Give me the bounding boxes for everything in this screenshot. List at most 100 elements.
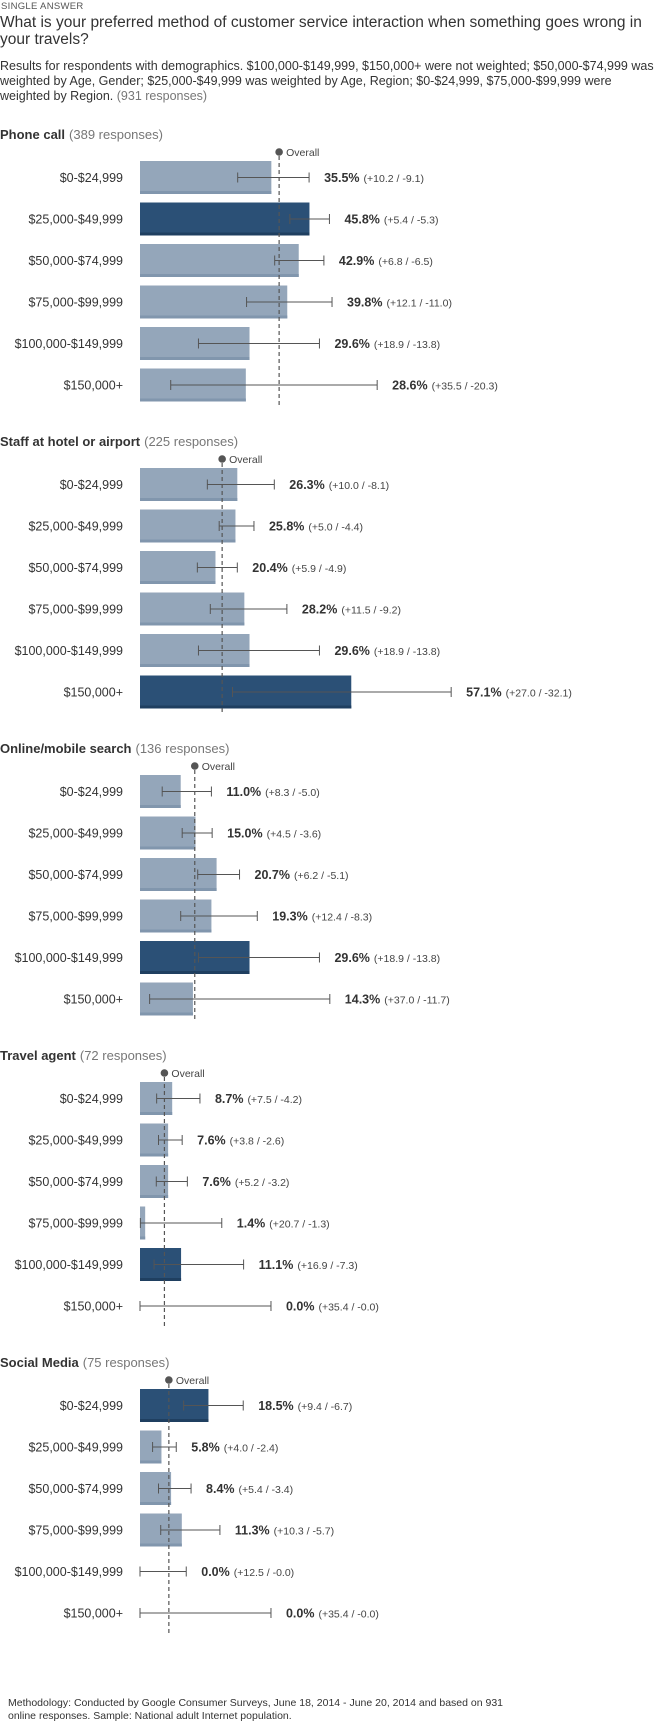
chart-title-text: Social Media <box>0 1355 80 1370</box>
error-text: (+35.4 / -0.0) <box>318 1609 378 1621</box>
category-label: $50,000-$74,999 <box>28 254 123 268</box>
category-label: $150,000+ <box>64 1607 123 1621</box>
chart-title: Online/mobile search (136 responses) <box>0 741 229 756</box>
error-text: (+18.9 / -13.8) <box>374 339 440 351</box>
category-label: $100,000-$149,999 <box>15 644 123 658</box>
value-label: 15.0% (+4.5 / -3.6) <box>227 827 321 841</box>
value-text: 11.0% <box>226 785 261 799</box>
bar-shade <box>140 1012 193 1016</box>
value-text: 42.9% <box>339 254 374 268</box>
chart-title: Phone call (389 responses) <box>0 127 163 142</box>
error-text: (+12.1 / -11.0) <box>386 298 451 310</box>
bar-shade <box>140 398 246 402</box>
value-text: 11.3% <box>235 1524 270 1538</box>
value-label: 18.5% (+9.4 / -6.7) <box>258 1399 352 1413</box>
subtitle-text: Results for respondents with demographic… <box>0 59 654 103</box>
category-label: $100,000-$149,999 <box>15 1565 123 1579</box>
value-label: 8.7% (+7.5 / -4.2) <box>215 1092 302 1106</box>
bar-shade <box>140 274 299 277</box>
bar-shade <box>140 1236 146 1240</box>
category-label: $50,000-$74,999 <box>28 868 123 882</box>
error-text: (+5.4 / -3.4) <box>239 1484 294 1496</box>
error-text: (+4.5 / -3.6) <box>267 829 322 841</box>
value-text: 45.8% <box>344 213 379 227</box>
value-label: 28.6% (+35.5 / -20.3) <box>392 379 498 393</box>
error-text: (+9.4 / -6.7) <box>298 1401 353 1413</box>
overall-marker <box>218 455 226 463</box>
bar-shade <box>140 581 216 584</box>
chart-title: Travel agent (72 responses) <box>0 1048 167 1063</box>
value-text: 7.6% <box>202 1175 231 1189</box>
category-label: $25,000-$49,999 <box>28 520 123 534</box>
value-label: 25.8% (+5.0 / -4.4) <box>269 520 363 534</box>
value-label: 11.3% (+10.3 / -5.7) <box>235 1524 334 1538</box>
error-text: (+10.3 / -5.7) <box>274 1526 334 1538</box>
chart-0: Phone call (389 responses) Overall $0-$24,9… <box>0 127 498 408</box>
error-text: (+6.2 / -5.1) <box>294 870 349 882</box>
chart-2: Online/mobile search (136 responses) Overa… <box>0 741 450 1022</box>
category-label: $150,000+ <box>64 1300 123 1314</box>
chart-responses: (72 responses) <box>80 1048 167 1063</box>
value-label: 0.0% (+35.4 / -0.0) <box>286 1607 379 1621</box>
overall-marker <box>165 1376 173 1384</box>
chart-title-text: Travel agent <box>0 1048 77 1063</box>
overall-label: Overall <box>171 1068 204 1080</box>
bar-shade <box>140 805 181 808</box>
category-label: $0-$24,999 <box>60 171 123 185</box>
error-text: (+18.9 / -13.8) <box>374 953 440 965</box>
bar-shade <box>140 888 217 891</box>
bar-shade <box>140 357 250 360</box>
value-text: 7.6% <box>197 1134 226 1148</box>
error-text: (+4.0 / -2.4) <box>224 1443 279 1455</box>
value-label: 35.5% (+10.2 / -9.1) <box>324 171 424 185</box>
category-label: $0-$24,999 <box>60 1399 123 1413</box>
chart-4: Social Media (75 responses) Overall $0-$24,… <box>0 1355 379 1636</box>
error-text: (+7.5 / -4.2) <box>247 1094 302 1106</box>
value-text: 25.8% <box>269 520 304 534</box>
error-text: (+5.2 / -3.2) <box>235 1177 290 1189</box>
value-text: 0.0% <box>286 1607 315 1621</box>
value-text: 1.4% <box>237 1217 266 1231</box>
bar-shade <box>140 539 236 543</box>
chart-responses: (225 responses) <box>144 434 238 449</box>
value-text: 39.8% <box>347 296 382 310</box>
category-label: $150,000+ <box>64 686 123 700</box>
value-text: 8.7% <box>215 1092 244 1106</box>
category-label: $0-$24,999 <box>60 785 123 799</box>
category-label: $0-$24,999 <box>60 1092 123 1106</box>
chart-3: Travel agent (72 responses) Overall $0-$24,… <box>0 1048 379 1329</box>
bar-shade <box>140 622 245 626</box>
error-text: (+8.3 / -5.0) <box>265 787 320 799</box>
bar-shade <box>140 1502 172 1505</box>
chart-title-text: Phone call <box>0 127 65 142</box>
methodology-note: Methodology: Conducted by Google Consume… <box>8 1697 504 1722</box>
bar-shade <box>140 315 288 319</box>
bar <box>140 1430 162 1464</box>
bar-shade <box>140 664 250 667</box>
category-label: $75,000-$99,999 <box>28 603 123 617</box>
error-text: (+12.5 / -0.0) <box>234 1567 294 1579</box>
value-label: 20.4% (+5.9 / -4.9) <box>252 561 346 575</box>
bar-shade <box>140 232 310 236</box>
value-label: 7.6% (+3.8 / -2.6) <box>197 1134 284 1148</box>
results-subtitle: Results for respondents with demographic… <box>0 59 655 104</box>
category-label: $150,000+ <box>64 993 123 1007</box>
bar-shade <box>140 191 272 194</box>
value-text: 0.0% <box>201 1565 230 1579</box>
total-responses: (931 responses) <box>116 89 208 103</box>
category-label: $25,000-$49,999 <box>28 1441 123 1455</box>
chart-title-text: Online/mobile search <box>0 741 132 756</box>
value-label: 28.2% (+11.5 / -9.2) <box>302 603 401 617</box>
category-label: $25,000-$49,999 <box>28 213 123 227</box>
category-label: $25,000-$49,999 <box>28 1134 123 1148</box>
value-text: 26.3% <box>289 478 324 492</box>
chart-responses: (136 responses) <box>136 741 230 756</box>
bar-shade <box>140 846 196 850</box>
value-text: 20.7% <box>255 868 290 882</box>
bar-shade <box>140 498 238 501</box>
value-label: 0.0% (+35.4 / -0.0) <box>286 1300 379 1314</box>
category-label: $75,000-$99,999 <box>28 910 123 924</box>
value-text: 5.8% <box>191 1441 220 1455</box>
category-label: $100,000-$149,999 <box>15 951 123 965</box>
value-text: 18.5% <box>258 1399 293 1413</box>
